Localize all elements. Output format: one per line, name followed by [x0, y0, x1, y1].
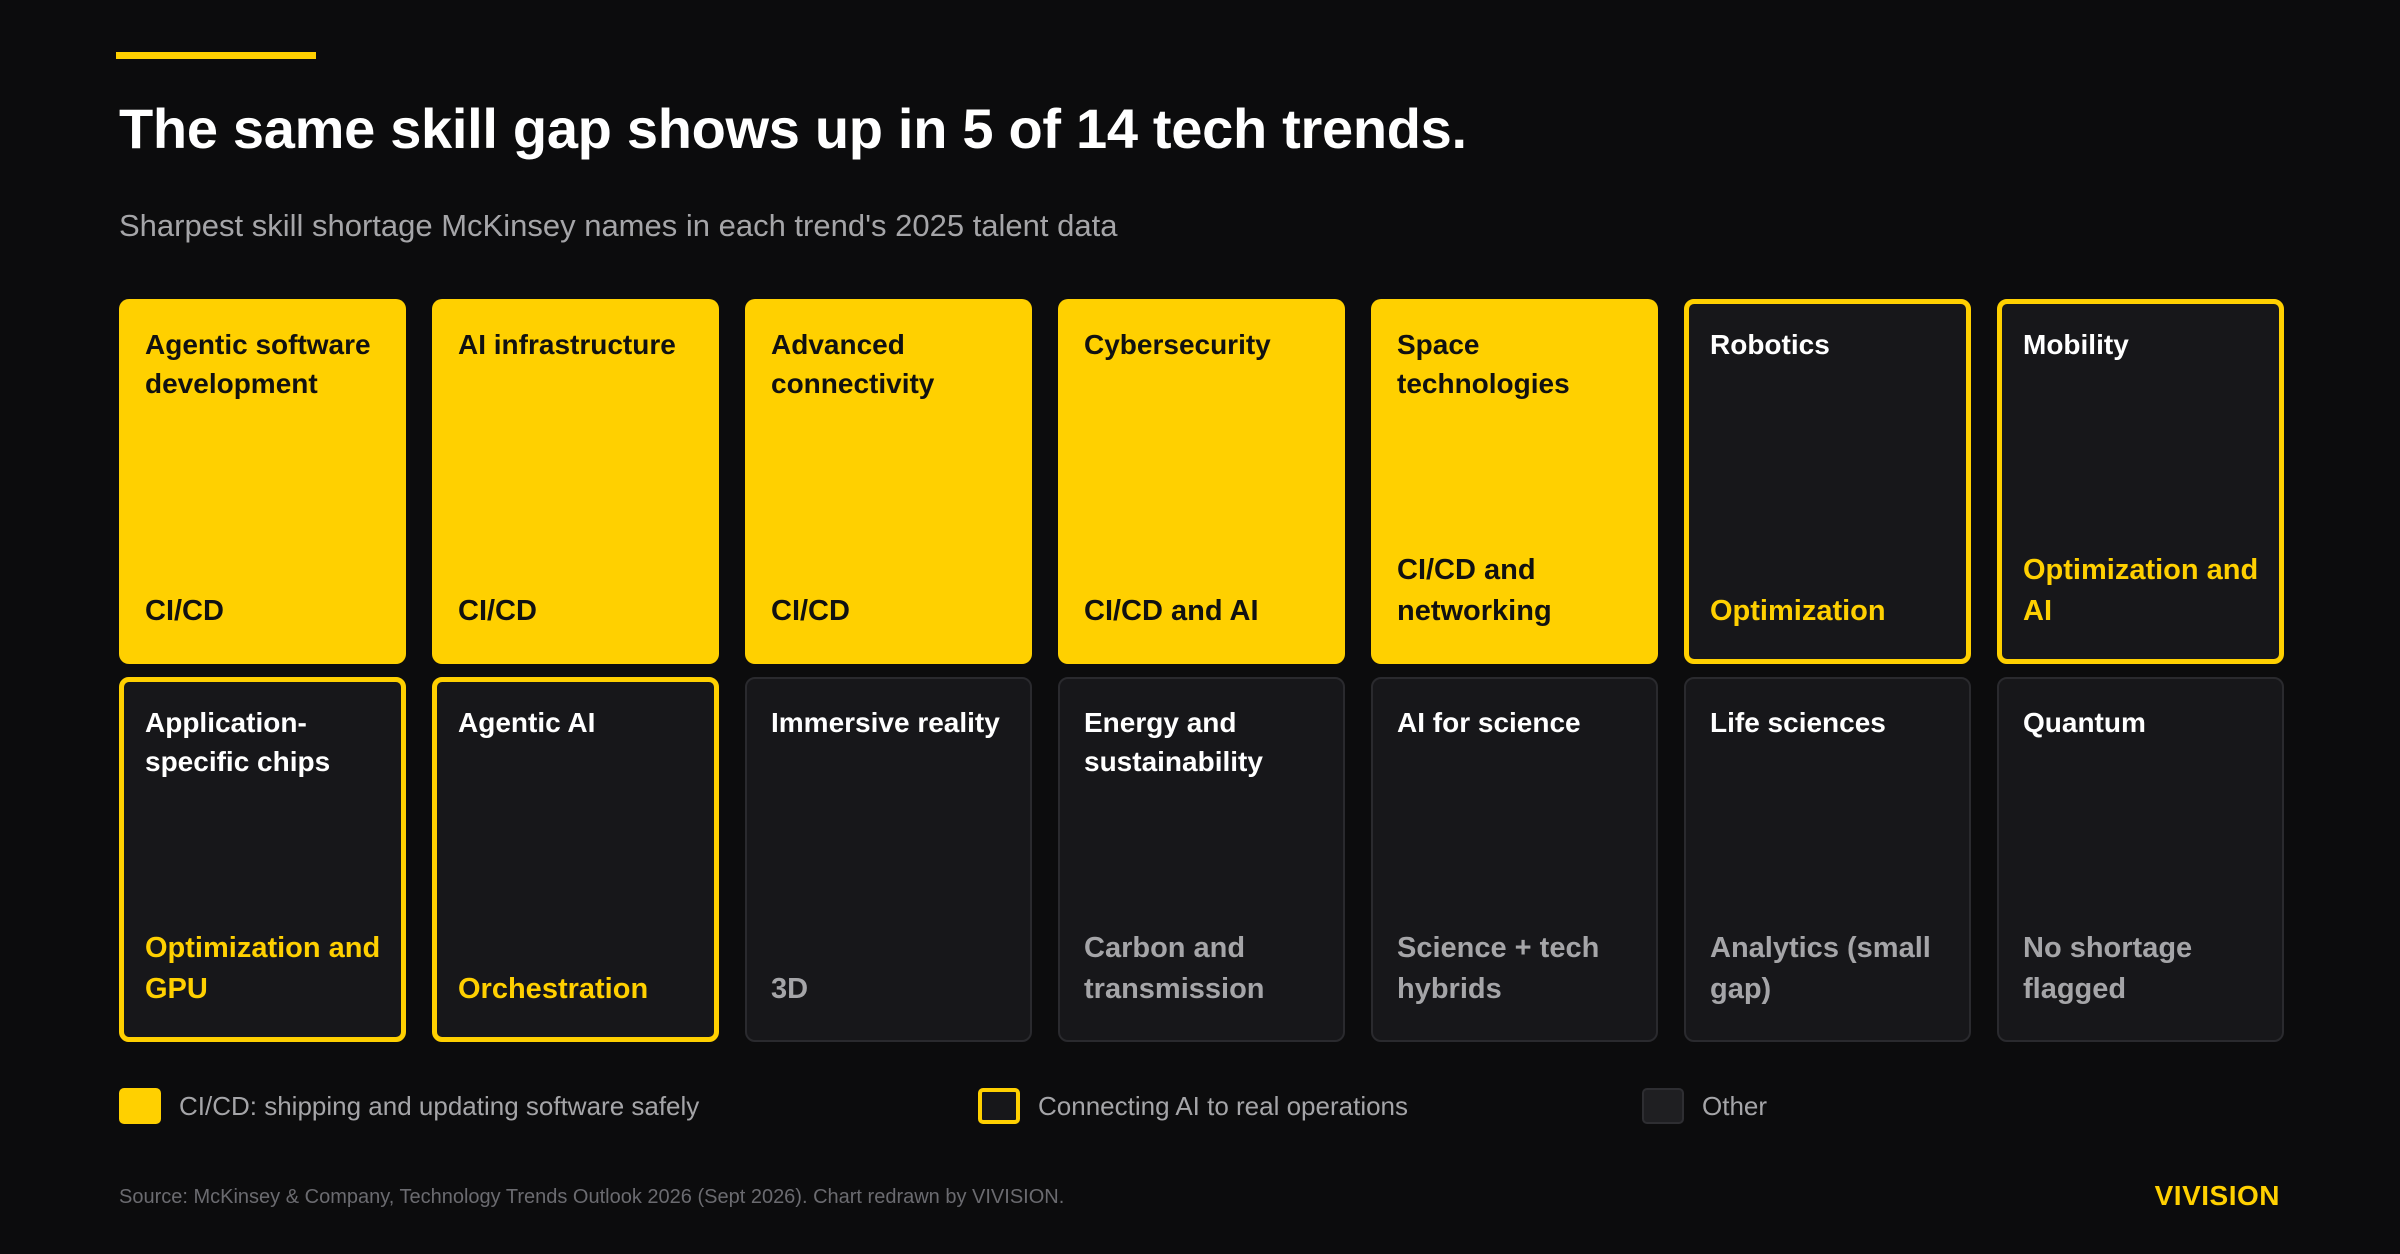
skill-shortage: Analytics (small gap) — [1710, 932, 1931, 1005]
skill-shortage: Science + tech hybrids — [1397, 932, 1600, 1005]
trend-card: Space technologies CI/CD and networking — [1371, 299, 1658, 664]
skill-shortage: 3D — [771, 973, 809, 1005]
trend-card: Agentic AI Orchestration — [432, 677, 719, 1042]
trend-grid: Agentic software development CI/CD AI in… — [119, 299, 2284, 1042]
page-subtitle: Sharpest skill shortage McKinsey names i… — [119, 208, 1118, 243]
skill-shortage: CI/CD and AI — [1084, 595, 1259, 627]
skill-shortage: Optimization — [1710, 595, 1886, 627]
accent-bar — [116, 52, 316, 59]
legend-swatch-ai — [978, 1088, 1020, 1124]
legend: CI/CD: shipping and updating software sa… — [0, 1088, 2400, 1124]
trend-name: Robotics — [1710, 329, 1830, 360]
trend-card: Application-specific chips Optimization … — [119, 677, 406, 1042]
trend-card: Quantum No shortage flagged — [1997, 677, 2284, 1042]
skill-shortage: CI/CD — [145, 595, 224, 627]
skill-shortage: Optimization and AI — [2023, 554, 2259, 627]
trend-name: AI infrastructure — [458, 329, 676, 360]
skill-shortage: Optimization and GPU — [145, 932, 381, 1005]
trend-name: Space technologies — [1397, 329, 1570, 399]
brand-logo: VIVISION — [2154, 1180, 2280, 1211]
trend-card: Robotics Optimization — [1684, 299, 1971, 664]
legend-swatch-other — [1642, 1088, 1684, 1124]
skill-shortage: No shortage flagged — [2023, 932, 2193, 1005]
legend-label: CI/CD: shipping and updating software sa… — [179, 1090, 700, 1121]
trend-name: AI for science — [1397, 707, 1581, 738]
trend-card: Energy and sustainability Carbon and tra… — [1058, 677, 1345, 1042]
skill-shortage: CI/CD — [458, 595, 537, 627]
skill-shortage: Carbon and transmission — [1084, 932, 1265, 1005]
legend-label: Other — [1702, 1090, 1768, 1121]
legend-item-other: Other — [1642, 1088, 1767, 1124]
trend-name: Agentic software development — [145, 329, 371, 399]
trend-card: AI infrastructure CI/CD — [432, 299, 719, 664]
trend-card: Advanced connectivity CI/CD — [745, 299, 1032, 664]
page-title: The same skill gap shows up in 5 of 14 t… — [119, 97, 1467, 160]
source-note: Source: McKinsey & Company, Technology T… — [119, 1186, 1065, 1208]
legend-label: Connecting AI to real operations — [1038, 1090, 1409, 1121]
skill-shortage: Orchestration — [458, 973, 649, 1005]
trend-name: Cybersecurity — [1084, 329, 1271, 360]
trend-card: Mobility Optimization and AI — [1997, 299, 2284, 664]
trend-card: AI for science Science + tech hybrids — [1371, 677, 1658, 1042]
trend-name: Immersive reality — [771, 707, 1000, 738]
trend-name: Mobility — [2023, 329, 2129, 360]
trend-name: Energy and sustainability — [1084, 707, 1263, 777]
trend-card: Immersive reality 3D — [745, 677, 1032, 1042]
trend-name: Agentic AI — [458, 707, 596, 738]
skill-shortage: CI/CD — [771, 595, 850, 627]
skill-shortage: CI/CD and networking — [1397, 554, 1552, 627]
trend-card: Agentic software development CI/CD — [119, 299, 406, 664]
trend-card: Cybersecurity CI/CD and AI — [1058, 299, 1345, 664]
legend-item-ai: Connecting AI to real operations — [978, 1088, 1408, 1124]
legend-swatch-cicd — [119, 1088, 161, 1124]
trend-name: Life sciences — [1710, 707, 1886, 738]
trend-card: Life sciences Analytics (small gap) — [1684, 677, 1971, 1042]
trend-name: Quantum — [2023, 707, 2146, 738]
legend-item-cicd: CI/CD: shipping and updating software sa… — [119, 1088, 699, 1124]
trend-name: Application-specific chips — [145, 707, 331, 777]
trend-name: Advanced connectivity — [771, 329, 935, 399]
